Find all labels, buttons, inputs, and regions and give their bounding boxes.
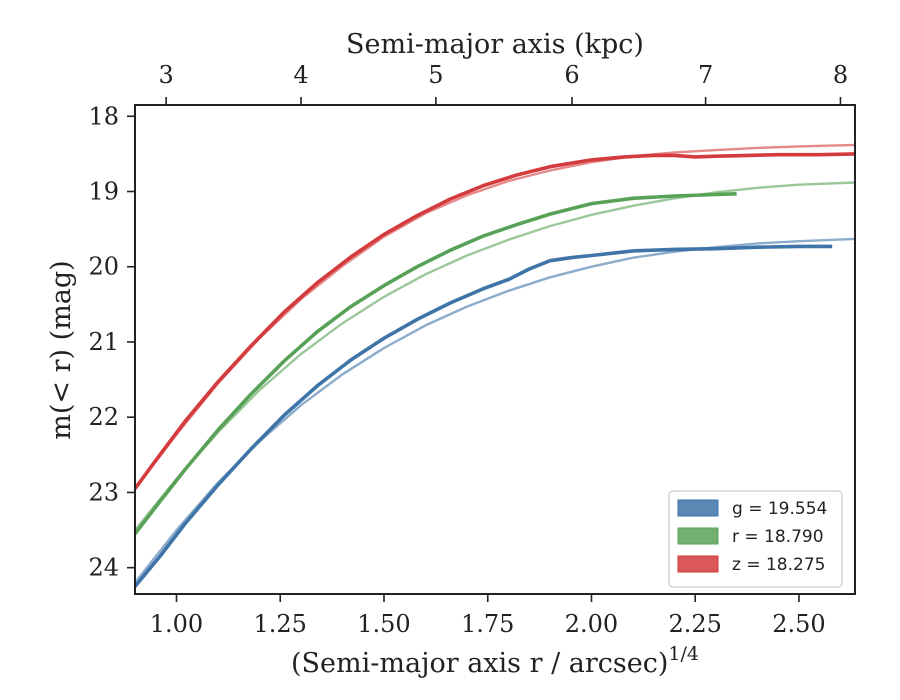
series-r-data-line (135, 192, 737, 535)
legend-label-r: r = 18.790 (732, 527, 824, 547)
y-tick-label: 22 (88, 403, 119, 431)
legend-label-g: g = 19.554 (732, 499, 827, 519)
x-tick-label: 1.75 (461, 610, 514, 638)
top-x-tick-label: 7 (698, 61, 713, 89)
top-x-tick-label: 3 (158, 61, 173, 89)
x-axis-title: (Semi-major axis r / arcsec) (291, 648, 668, 679)
y-tick-label: 21 (88, 328, 119, 356)
legend-label-z: z = 18.275 (732, 555, 825, 575)
ticks-layer: 1.00 1.25 1.50 1.75 2.00 2.25 2.50 3 4 5 6 7 8 18 19 20… (88, 61, 848, 638)
top-x-tick-label: 8 (833, 61, 848, 89)
series-z-model-line (135, 143, 855, 490)
legend-swatch-z (677, 555, 719, 573)
plot-frame (134, 104, 856, 595)
x-tick-label: 2.25 (669, 610, 722, 638)
series-clip-group (135, 143, 855, 588)
x-axis-title-group: (Semi-major axis r / arcsec)1/4 (291, 643, 699, 679)
x-tick-label: 1.50 (357, 610, 410, 638)
series-g-data-line (135, 244, 833, 588)
legend: g = 19.554 r = 18.790 z = 18.275 (668, 490, 843, 588)
top-x-tick-label: 6 (564, 61, 579, 89)
top-x-tick-label: 5 (428, 61, 443, 89)
legend-swatch-r (677, 527, 719, 545)
legend-swatch-g (677, 499, 719, 517)
y-tick-label: 18 (88, 102, 119, 130)
x-tick-label: 1.25 (254, 610, 307, 638)
top-x-axis-title: Semi-major axis (kpc) (346, 29, 644, 60)
y-tick-label: 19 (88, 178, 119, 206)
x-tick-label: 2.50 (772, 610, 825, 638)
top-x-tick-label: 4 (293, 61, 308, 89)
series-z-data-line (135, 152, 855, 490)
x-axis-title-superscript: 1/4 (668, 643, 699, 665)
y-tick-label: 24 (88, 554, 119, 582)
y-tick-label: 23 (88, 478, 119, 506)
series-layer (135, 143, 855, 588)
y-axis-title: m(< r) (mag) (46, 260, 77, 439)
x-tick-label: 1.00 (150, 610, 203, 638)
series-r-model-line (135, 181, 855, 531)
y-tick-label: 20 (88, 253, 119, 281)
x-tick-label: 2.00 (565, 610, 618, 638)
